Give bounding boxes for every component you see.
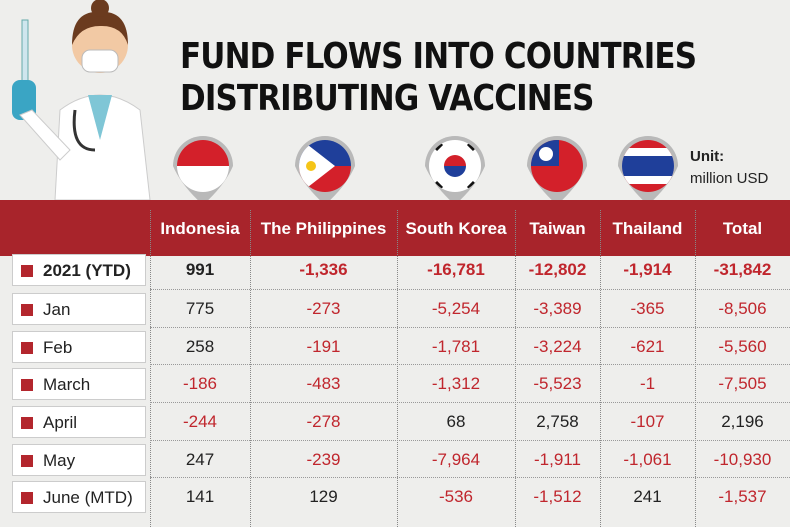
row-divider [150, 364, 790, 365]
row-label: April [12, 406, 146, 438]
row-label: 2021 (YTD) [12, 254, 146, 286]
value-cell: -7,505 [718, 374, 767, 393]
value-cell: -365 [630, 299, 665, 318]
row-divider [150, 440, 790, 441]
value-cell: 241 [633, 487, 662, 506]
value-cell: -273 [306, 299, 341, 318]
value-cell: -5,523 [533, 374, 582, 393]
value-cell: -1,914 [623, 260, 672, 279]
column-divider [397, 210, 398, 527]
title-line: DISTRIBUTING VACCINES [180, 78, 594, 119]
value-cell: -1,911 [534, 450, 581, 469]
value-cell: -536 [438, 487, 474, 506]
value-cell: -244 [182, 412, 218, 431]
value-cell: -1,312 [431, 374, 481, 393]
value-cell: -107 [630, 412, 665, 431]
row-divider [150, 327, 790, 328]
value-cell: -16,781 [427, 260, 485, 279]
nurse-illustration [12, 0, 151, 200]
column-header: Total [722, 219, 763, 238]
column-divider [150, 210, 151, 527]
value-cell: -1,336 [299, 260, 348, 279]
value-cell: -483 [306, 374, 341, 393]
value-cell: 68 [446, 412, 466, 431]
column-header: The Philippines [260, 219, 387, 238]
value-cell: -186 [182, 374, 218, 393]
value-cell: 2,758 [536, 412, 579, 431]
row-label: Jan [12, 293, 146, 325]
value-cell: 141 [185, 487, 215, 506]
value-cell: -239 [306, 450, 341, 469]
value-cell: -278 [306, 412, 341, 431]
row-label: Feb [12, 331, 146, 363]
column-header: South Korea [405, 219, 507, 238]
value-cell: -1 [639, 374, 656, 393]
value-cell: 775 [185, 299, 215, 318]
row-divider [150, 289, 790, 290]
row-divider [150, 477, 790, 478]
row-label: June (MTD) [12, 481, 146, 513]
unit-label: Unit: [690, 148, 725, 165]
column-header: Indonesia [160, 219, 240, 238]
unit: million USD [690, 170, 769, 187]
column-divider [250, 210, 251, 527]
value-cell: -12,802 [528, 260, 587, 279]
value-cell: -8,506 [718, 299, 767, 318]
value-cell: -1,061 [623, 450, 672, 469]
column-divider [515, 210, 516, 527]
value-cell: -621 [630, 337, 665, 356]
value-cell: -5,254 [431, 299, 481, 318]
column-header: Taiwan [529, 219, 586, 238]
value-cell: 129 [309, 487, 338, 506]
value-cell: 991 [185, 260, 215, 279]
row-label: March [12, 368, 146, 400]
value-cell: 258 [185, 337, 215, 356]
value-cell: -1,537 [718, 487, 767, 506]
value-cell: -3,224 [533, 337, 582, 356]
value-cell: 247 [185, 450, 215, 469]
value-cell: -5,560 [718, 337, 767, 356]
value-cell: -31,842 [713, 260, 772, 279]
value-cell: -7,964 [431, 450, 481, 469]
value-cell: -1,512 [533, 487, 582, 506]
column-header: Thailand [612, 219, 683, 238]
value-cell: -191 [306, 337, 341, 356]
row-divider [150, 402, 790, 403]
title-line: FUND FLOWS INTO COUNTRIES [180, 36, 697, 77]
value-cell: 2,196 [721, 412, 764, 431]
value-cell: -1,781 [431, 337, 481, 356]
flags [173, 136, 678, 200]
column-divider [695, 210, 696, 527]
value-cell: -10,930 [713, 450, 772, 469]
value-cell: -3,389 [533, 299, 582, 318]
header-band [0, 200, 790, 256]
row-label: May [12, 444, 146, 476]
column-divider [600, 210, 601, 527]
